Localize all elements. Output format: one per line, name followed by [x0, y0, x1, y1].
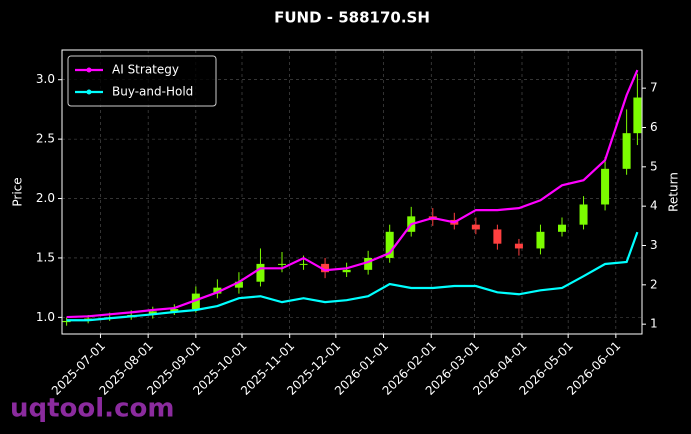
y2-tick-label: 6: [650, 120, 658, 134]
y2-tick-label: 7: [650, 81, 658, 95]
line-series: [66, 69, 639, 319]
watermark: uqtool.com: [10, 394, 174, 424]
y2-axis-label: Return: [667, 172, 681, 212]
line-series: [66, 231, 639, 322]
candle-body: [385, 231, 394, 258]
candle-body: [213, 287, 222, 294]
candle-body: [622, 133, 631, 169]
candle-body: [62, 320, 71, 323]
candle-body: [579, 204, 588, 225]
y-tick-label: 2.5: [36, 132, 55, 146]
candle-body: [234, 281, 243, 288]
legend-marker: [86, 89, 92, 95]
candle-body: [493, 229, 502, 244]
y2-tick-label: 5: [650, 159, 658, 173]
y-tick-label: 2.0: [36, 191, 55, 205]
candle-body: [342, 269, 351, 273]
y-tick-label: 3.0: [36, 72, 55, 86]
y-tick-label: 1.5: [36, 250, 55, 264]
candle-body: [364, 257, 373, 270]
legend-marker: [86, 67, 92, 73]
candle-body: [321, 263, 330, 273]
y2-tick-label: 1: [650, 317, 658, 331]
candle-body: [536, 231, 545, 249]
candle-body: [471, 224, 480, 230]
candle-body: [633, 97, 642, 134]
candle-body: [170, 309, 179, 312]
y2-tick-label: 3: [650, 238, 658, 252]
candle-body: [256, 263, 265, 282]
y-tick-label: 1.0: [36, 310, 55, 324]
legend-box: [67, 55, 217, 107]
plot-frame: [61, 49, 643, 335]
candle-body: [514, 243, 523, 249]
chart-title: FUND - 588170.SH: [274, 9, 430, 27]
candle-body: [601, 168, 610, 205]
candle-body: [278, 263, 286, 265]
candle-body: [558, 224, 566, 232]
legend-label: Buy-and-Hold: [112, 85, 193, 99]
y2-tick-label: 4: [650, 199, 658, 213]
candle-body: [299, 263, 308, 265]
y-axis-label: Price: [11, 177, 25, 206]
legend-label: AI Strategy: [112, 63, 179, 77]
candle-body: [148, 311, 157, 315]
y2-tick-label: 2: [650, 277, 658, 291]
